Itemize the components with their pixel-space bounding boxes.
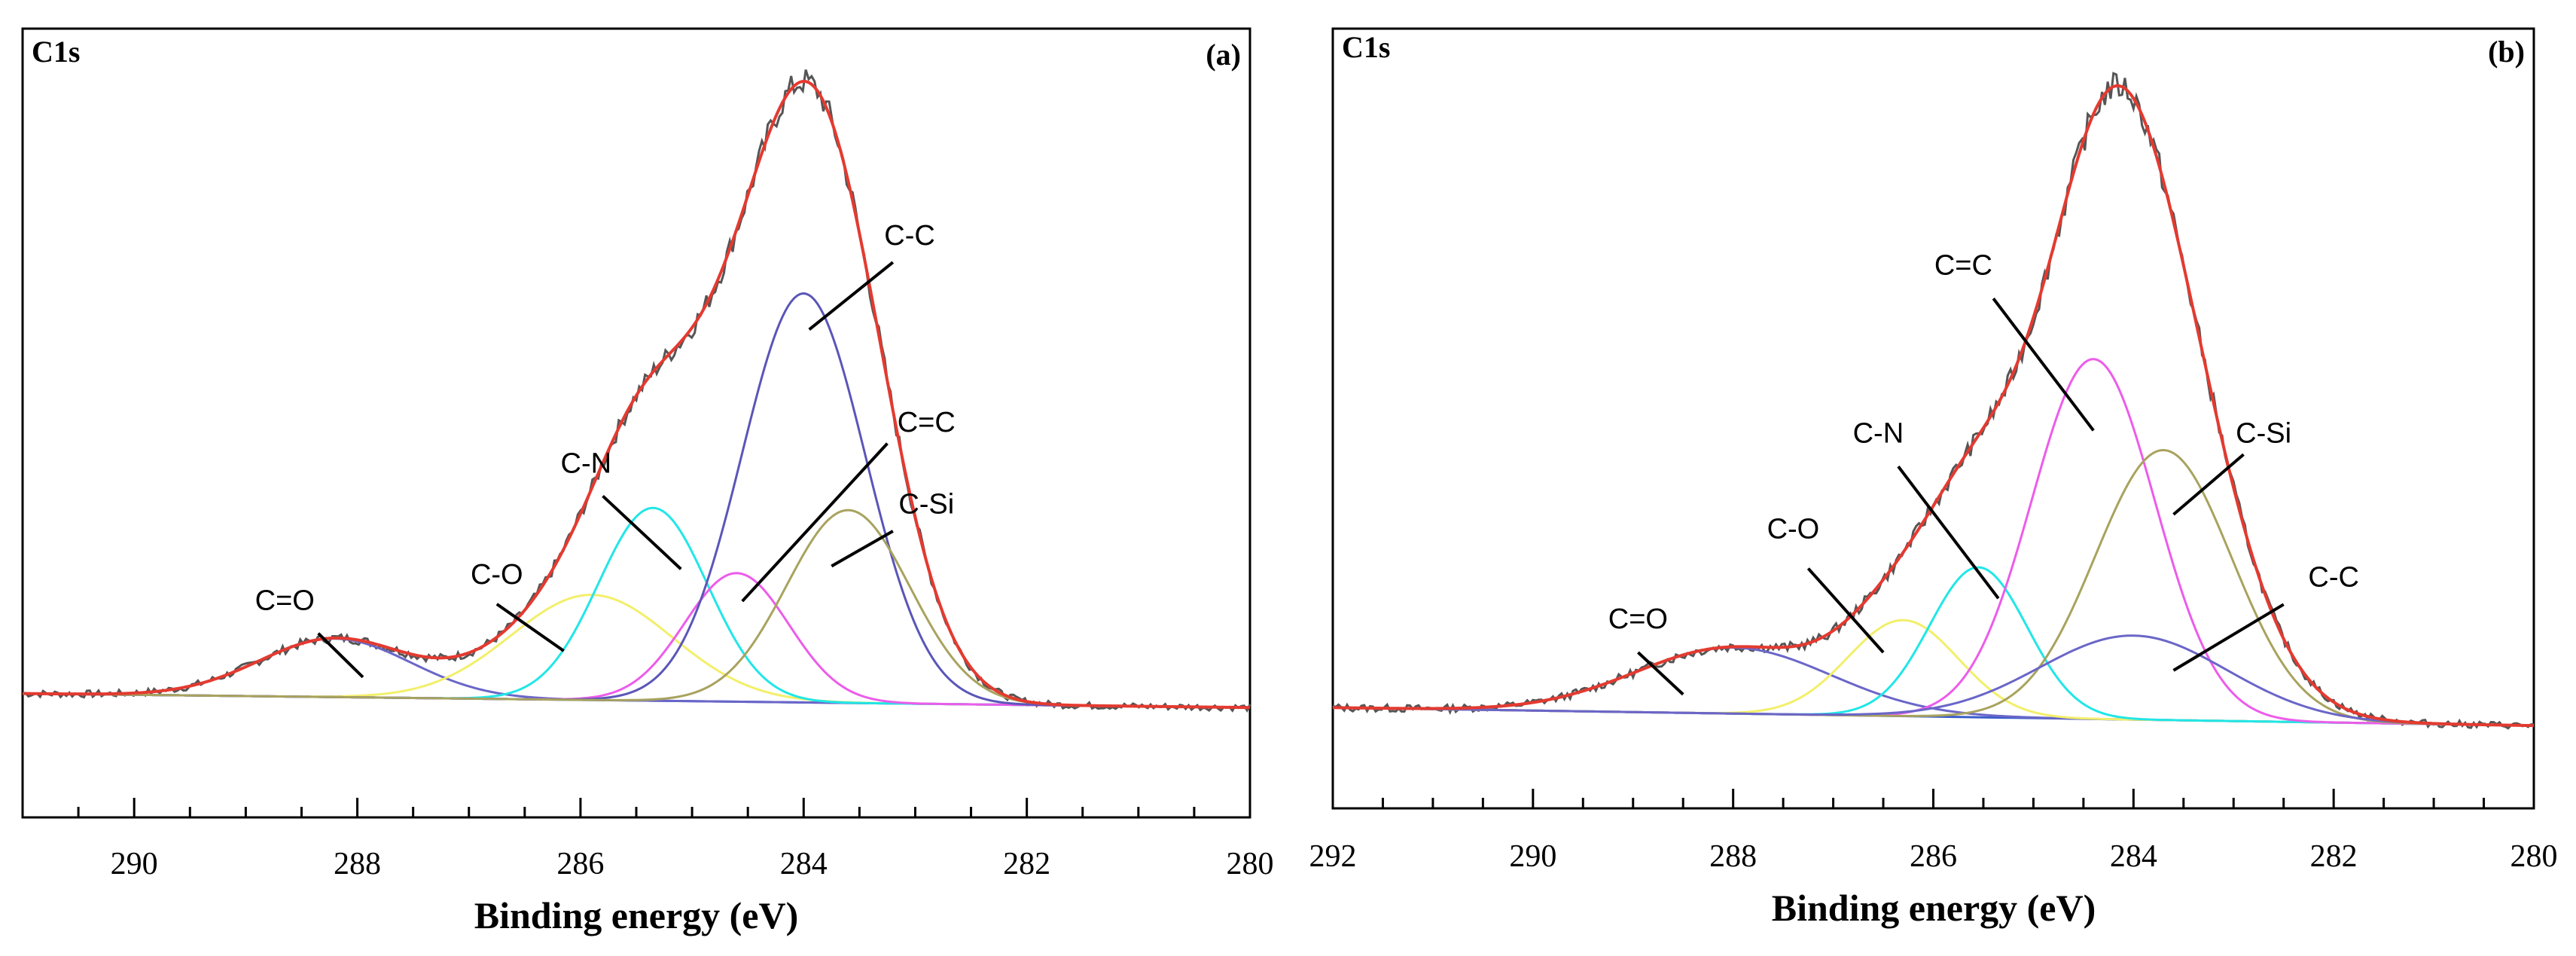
annotation-leader-line xyxy=(495,603,565,652)
peak-label-c-n: C-N xyxy=(561,447,612,479)
peak-label-ceqo: C=O xyxy=(1608,603,1668,635)
panel-a-label: (a) xyxy=(1206,38,1241,72)
annotation-leader-line xyxy=(2172,603,2285,672)
peak-label-c-c: C-C xyxy=(884,220,935,252)
x-tick-label: 286 xyxy=(556,847,604,881)
panel-a-annotations: C=O C-O C-N C=C C-Si C-C xyxy=(255,220,956,679)
fitted-envelope-line xyxy=(1332,84,2535,728)
peak-label-c-o: C-O xyxy=(1767,514,1820,545)
annotation-leader-line xyxy=(741,442,889,603)
panel-b-plot-frame xyxy=(1331,27,2535,810)
annotation-leader-line xyxy=(1897,465,2000,600)
peak-label-c-si: C-Si xyxy=(898,489,954,521)
panel-a-x-ticks xyxy=(21,798,1251,817)
annotation-leader-line xyxy=(2172,453,2245,516)
panel-b-label: (b) xyxy=(2488,35,2525,69)
panel-b-series xyxy=(1332,72,2535,730)
x-tick-label: 280 xyxy=(1227,847,1274,881)
x-tick-label: 282 xyxy=(1003,847,1050,881)
peak-label-c-n: C-N xyxy=(1853,417,1904,449)
x-tick-label: 292 xyxy=(1309,839,1357,874)
annotation-leader-line xyxy=(1992,298,2095,432)
x-tick-label: 288 xyxy=(1709,839,1757,874)
annotation-leader-line xyxy=(808,261,895,331)
panel-b: C1s (b) 292 290 288 286 284 282 280 C=OC-OC-NC… xyxy=(1309,27,2558,929)
component-ceqc-line xyxy=(22,572,1251,709)
component-c-c-line xyxy=(22,292,1251,709)
peak-label-c-c: C-C xyxy=(2308,561,2359,593)
component-c-si-line xyxy=(22,509,1251,709)
panel-b-corner-title: C1s xyxy=(1342,30,1390,64)
annotation-leader-line xyxy=(831,530,894,568)
component-ceqc-line xyxy=(1332,358,2535,727)
peak-label-c-o: C-O xyxy=(471,559,523,591)
panel-a-x-tick-labels: 290 288 286 284 282 280 xyxy=(111,847,1274,881)
peak-label-ceqc: C=C xyxy=(1934,249,1992,281)
panel-b-x-axis-label: Binding energy (eV) xyxy=(1772,887,2096,929)
annotation-leader-line xyxy=(1806,567,1885,654)
panel-a-x-axis-label: Binding energy (eV) xyxy=(474,894,799,936)
annotation-leader-line xyxy=(317,632,364,679)
component-c-n-line xyxy=(22,506,1251,709)
raw-spectrum-line xyxy=(22,69,1251,713)
x-tick-label: 284 xyxy=(780,847,828,881)
x-tick-label: 280 xyxy=(2510,839,2558,874)
panel-b-x-tick-labels: 292 290 288 286 284 282 280 xyxy=(1309,839,2558,874)
panel-b-x-ticks xyxy=(1331,789,2535,808)
x-tick-label: 290 xyxy=(111,847,158,881)
x-tick-label: 288 xyxy=(334,847,381,881)
x-tick-label: 282 xyxy=(2310,839,2358,874)
peak-label-ceqc: C=C xyxy=(898,407,956,438)
panel-a: C1s (a) 290 288 286 284 282 280 C=OC-OC-NC=CC… xyxy=(21,27,1274,936)
panel-a-corner-title: C1s xyxy=(32,35,80,69)
peak-label-c-si: C-Si xyxy=(2236,417,2291,449)
annotation-leader-line xyxy=(1637,651,1684,696)
peak-label-ceqo: C=O xyxy=(255,585,315,617)
raw-spectrum-line xyxy=(1332,72,2535,730)
x-tick-label: 284 xyxy=(2110,839,2157,874)
component-c-c-line xyxy=(1332,634,2535,727)
x-tick-label: 290 xyxy=(1509,839,1556,874)
component-ceqo-line xyxy=(22,637,1251,709)
panel-b-annotations: C=O C-O C-N C=C C-Si C-C xyxy=(1608,249,2359,696)
fitted-envelope-line xyxy=(22,79,1251,710)
x-tick-label: 286 xyxy=(1910,839,1957,874)
panel-a-series xyxy=(22,69,1251,713)
annotation-leader-line xyxy=(602,494,682,570)
